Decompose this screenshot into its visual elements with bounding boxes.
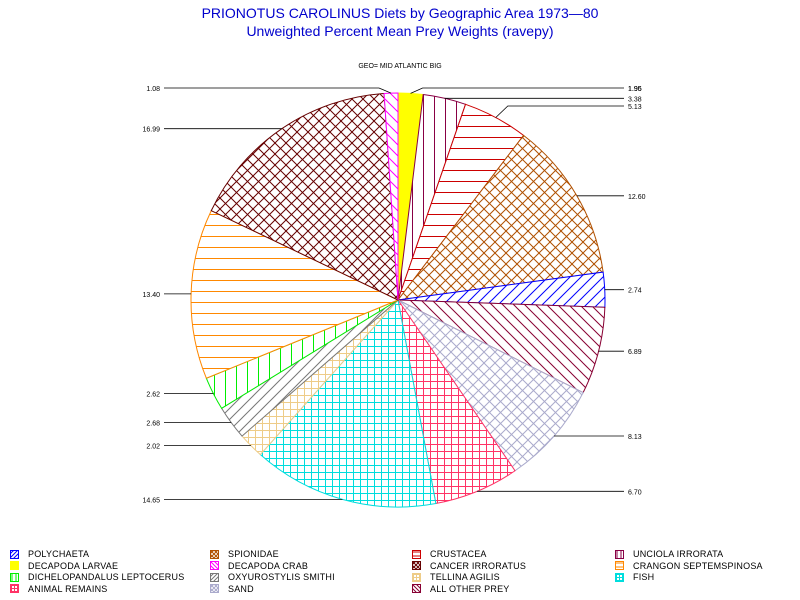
legend-label: TELLINA AGILIS [430, 572, 500, 582]
leader-lines [164, 87, 624, 500]
legend-swatch [10, 572, 19, 582]
slice-label: 12.60 [628, 194, 646, 201]
leader-line [164, 87, 392, 94]
legend-item: OXYUROSTYLIS SMITHI [210, 571, 335, 583]
legend-label: SPIONIDAE [228, 549, 279, 559]
pie-slice-cancer-irroratus [210, 92, 399, 301]
pie-slice-crangon-septemspinosa [190, 209, 400, 379]
slice-label: 2.74 [628, 288, 642, 295]
legend-item: DECAPODA LARVAE [10, 560, 118, 572]
legend-swatch [10, 584, 19, 593]
legend-label: SAND [228, 583, 254, 594]
pie-slice-decapoda-crab [383, 92, 399, 301]
slice-label: 6.70 [628, 489, 642, 496]
slice-label: 8.13 [628, 434, 642, 441]
legend-swatch [210, 561, 219, 570]
legend-swatch [412, 561, 421, 570]
slice-label: 6.89 [628, 349, 642, 356]
legend-swatch [412, 549, 421, 559]
legend-label: DICHELOPANDALUS LEPTOCERUS [28, 572, 185, 582]
chart-subtitle: Unweighted Percent Mean Prey Weights (ra… [246, 23, 554, 39]
legend-item: CANCER IRRORATUS [412, 560, 526, 572]
slice-label: 16.99 [142, 127, 160, 134]
legend-label: ALL OTHER PREY [430, 583, 510, 594]
legend-swatch [210, 572, 219, 582]
pie-slice-sand [396, 298, 584, 472]
chart-title-block: PRIONOTUS CAROLINUS Diets by Geographic … [0, 4, 800, 40]
legend-swatch [210, 549, 219, 559]
legend-item: UNCIOLA IRRORATA [615, 548, 723, 560]
pie-slices [190, 92, 606, 508]
legend-swatch [615, 549, 624, 559]
legend-label: CRUSTACEA [430, 549, 487, 559]
legend-item: ALL OTHER PREY [412, 583, 510, 595]
slice-label: 5.13 [628, 104, 642, 111]
legend-swatch [10, 549, 19, 559]
legend-swatch [210, 584, 219, 593]
slice-label: 1.96 [628, 86, 642, 93]
legend-item: POLYCHAETA [10, 548, 89, 560]
legend-swatch [412, 572, 421, 582]
slice-label: 14.65 [142, 497, 160, 504]
chart-title: PRIONOTUS CAROLINUS Diets by Geographic … [201, 5, 599, 21]
legend-swatch [10, 561, 19, 570]
leader-line [495, 105, 624, 118]
legend-label: FISH [633, 572, 655, 582]
slice-label: 3.38 [628, 96, 642, 103]
pie-chart: GEO= MID ATLANTIC BIG 1.96 3.385.13 12.60 2… [142, 63, 646, 508]
legend-swatch [615, 561, 624, 570]
legend-swatch [412, 584, 421, 593]
slice-label: 2.62 [146, 392, 160, 399]
legend-item: TELLINA AGILIS [412, 571, 500, 583]
legend-label: POLYCHAETA [28, 549, 90, 559]
slice-label: 13.40 [142, 292, 160, 299]
legend-label: OXYUROSTYLIS SMITHI [228, 572, 335, 582]
geo-label: GEO= MID ATLANTIC BIG [358, 63, 441, 70]
legend-item: CRUSTACEA [412, 548, 487, 560]
legend-item: FISH [615, 571, 654, 583]
slice-label: 1.08 [146, 86, 160, 93]
slice-label-overlap: 1.95 [628, 86, 642, 93]
pie-slice-spionidae [396, 134, 604, 301]
slice-label: 2.68 [146, 421, 160, 428]
legend-swatch [615, 572, 624, 582]
legend-item: SAND [210, 583, 254, 595]
legend-item: CRANGON SEPTEMSPINOSA [615, 560, 763, 572]
legend-label: DECAPODA CRAB [228, 560, 309, 571]
legend-item: DECAPODA CRAB [210, 560, 308, 572]
legend-item: DICHELOPANDALUS LEPTOCERUS [10, 571, 184, 583]
legend-label: CANCER IRRORATUS [430, 560, 527, 571]
legend-label: ANIMAL REMAINS [28, 583, 108, 594]
legend-label: DECAPODA LARVAE [28, 560, 119, 571]
legend-label: CRANGON SEPTEMSPINOSA [633, 560, 763, 571]
slice-labels: 1.96 3.385.13 12.60 2.74 6.89 8.13 6.70 14.65 2.… [142, 86, 645, 504]
legend-item: SPIONIDAE [210, 548, 279, 560]
slice-label: 2.02 [146, 444, 160, 451]
legend-label: UNCIOLA IRRORATA [633, 549, 724, 559]
legend-item: ANIMAL REMAINS [10, 583, 107, 595]
leader-line [410, 87, 624, 94]
